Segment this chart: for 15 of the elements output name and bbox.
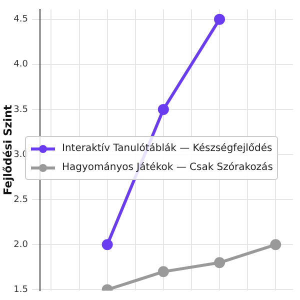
y-tick-label: 2.5 (14, 194, 28, 205)
y-tick-label: 4.0 (14, 60, 28, 70)
y-tick-label: 3.5 (14, 104, 28, 115)
y-tick-label: 4.5 (14, 14, 28, 25)
point (270, 239, 282, 250)
legend-label: Interaktív Tanulótáblák — Készségfejlődés (62, 143, 272, 154)
y-axis-title: Fejlődési Szint (1, 104, 14, 196)
y-tick-label: 2.0 (14, 240, 28, 250)
point (214, 257, 226, 268)
y-tick-label: 1.5 (14, 285, 28, 296)
point (102, 239, 113, 250)
point (214, 14, 226, 25)
legend-label: Hagyományos Játékok — Csak Szórakozás (62, 162, 273, 173)
point (158, 266, 169, 278)
point (158, 104, 169, 115)
